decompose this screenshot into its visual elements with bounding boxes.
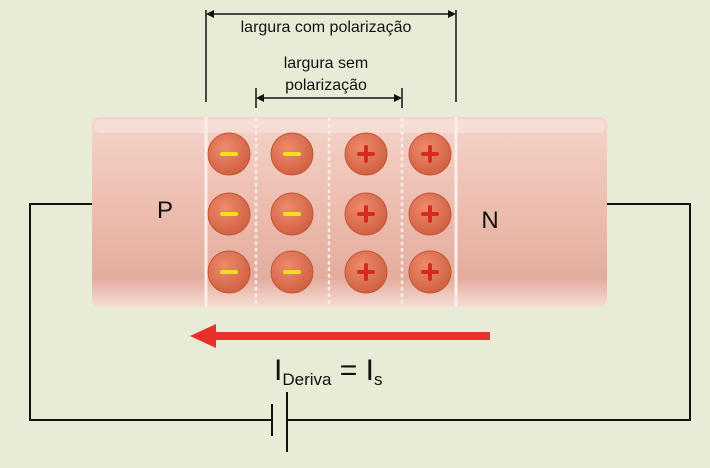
positive-ion xyxy=(408,250,452,294)
width-with-bias-label: largura com polarização xyxy=(241,19,412,36)
saturation-current-subscript: s xyxy=(374,370,383,389)
positive-ion xyxy=(344,250,388,294)
battery-icon xyxy=(271,392,288,452)
circuit-wire xyxy=(29,203,691,421)
positive-ion xyxy=(344,192,388,236)
drift-current-arrow xyxy=(190,324,490,348)
ion-charges xyxy=(207,132,452,294)
current-symbol: I xyxy=(274,354,282,387)
negative-ion xyxy=(270,132,314,176)
positive-ion xyxy=(408,192,452,236)
saturation-current-symbol: I xyxy=(366,354,374,387)
width-with-bias-dimension xyxy=(205,10,457,102)
drift-current-equation: IDeriva = Is xyxy=(274,354,383,389)
plus-icon xyxy=(357,263,375,281)
plus-icon xyxy=(421,263,439,281)
plus-icon xyxy=(421,145,439,163)
depletion-boundary-biased xyxy=(204,117,458,307)
negative-ion xyxy=(207,132,251,176)
equals-sign: = xyxy=(331,354,365,387)
plus-icon xyxy=(357,205,375,223)
negative-ion xyxy=(270,250,314,294)
positive-ion xyxy=(408,132,452,176)
current-subscript: Deriva xyxy=(282,370,332,389)
plus-icon xyxy=(421,205,439,223)
negative-ion xyxy=(270,192,314,236)
width-without-bias-label-line2: polarização xyxy=(285,77,367,94)
width-without-bias-dimension xyxy=(255,88,403,108)
depletion-boundary-unbiased xyxy=(254,117,404,307)
n-region-label: N xyxy=(481,207,498,234)
negative-ion xyxy=(207,250,251,294)
negative-ion xyxy=(207,192,251,236)
positive-ion xyxy=(344,132,388,176)
plus-icon xyxy=(357,145,375,163)
p-region-label: P xyxy=(157,197,173,224)
width-without-bias-label-line1: largura sem xyxy=(284,55,368,72)
